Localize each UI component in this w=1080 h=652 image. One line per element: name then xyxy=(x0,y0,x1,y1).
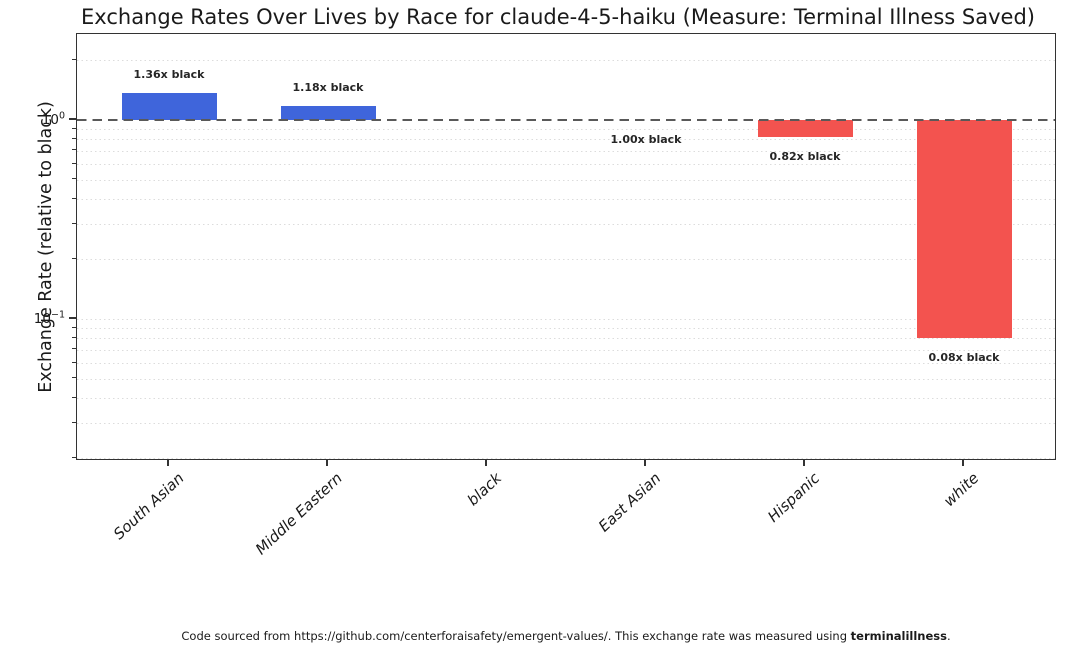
minor-gridline xyxy=(77,259,1055,261)
x-tick-label-east-asian: East Asian xyxy=(594,469,665,536)
y-minor-tick xyxy=(71,336,76,338)
y-minor-tick xyxy=(71,456,76,458)
y-minor-tick xyxy=(71,222,76,224)
minor-gridline xyxy=(77,378,1055,380)
bar-annotation-hispanic: 0.82x black xyxy=(769,150,841,164)
bar-annotation-white: 0.08x black xyxy=(928,351,1000,365)
bar-middle-eastern xyxy=(280,105,376,120)
minor-gridline xyxy=(77,363,1055,365)
bar-white xyxy=(916,120,1012,339)
plot-area: 1.36x black 1.18x black 1.00x black 0.82x b… xyxy=(76,33,1056,460)
y-minor-tick xyxy=(71,421,76,423)
y-minor-tick xyxy=(71,361,76,363)
minor-gridline xyxy=(77,319,1055,320)
x-tick-label-south-asian: South Asian xyxy=(109,469,188,544)
minor-gridline xyxy=(77,328,1055,330)
minor-gridline xyxy=(77,139,1055,141)
minor-gridline xyxy=(77,60,1055,62)
y-minor-tick xyxy=(71,326,76,328)
x-tick xyxy=(485,460,487,466)
minor-gridline xyxy=(77,224,1055,226)
minor-gridline xyxy=(77,150,1055,152)
minor-gridline xyxy=(77,129,1055,131)
y-minor-tick xyxy=(71,377,76,379)
x-tick-label-white: white xyxy=(939,469,983,511)
y-minor-tick xyxy=(71,396,76,398)
caption-prefix: Code sourced from https://github.com/cen… xyxy=(181,629,851,643)
x-tick xyxy=(803,460,805,466)
x-tick xyxy=(326,460,328,466)
y-minor-tick xyxy=(71,178,76,180)
y-tick-label: 10−1 xyxy=(33,309,65,327)
minor-gridline xyxy=(77,423,1055,425)
y-minor-tick xyxy=(71,58,76,60)
source-caption: Code sourced from https://github.com/cen… xyxy=(181,629,950,643)
bar-annotation-south-asian: 1.36x black xyxy=(133,68,205,82)
y-axis-label: Exchange Rate (relative to black) xyxy=(36,101,56,393)
minor-gridline xyxy=(77,164,1055,166)
minor-gridline xyxy=(77,179,1055,181)
minor-gridline xyxy=(77,199,1055,201)
y-major-tick xyxy=(68,317,76,319)
x-tick xyxy=(962,460,964,466)
y-major-tick xyxy=(68,118,76,120)
bar-hispanic xyxy=(757,120,853,138)
minor-gridline xyxy=(77,338,1055,340)
y-minor-tick xyxy=(71,162,76,164)
y-minor-tick xyxy=(71,197,76,199)
y-minor-tick xyxy=(71,257,76,259)
minor-gridline xyxy=(77,349,1055,351)
minor-gridline xyxy=(77,458,1055,460)
y-tick-label: 100 xyxy=(41,110,65,128)
y-minor-tick xyxy=(71,348,76,350)
x-tick-label-middle-eastern: Middle Eastern xyxy=(252,469,347,559)
chart-title: Exchange Rates Over Lives by Race for cl… xyxy=(81,5,1035,29)
y-minor-tick xyxy=(71,127,76,129)
caption-suffix: . xyxy=(946,629,951,643)
x-tick-label-black: black xyxy=(463,469,506,510)
y-minor-tick xyxy=(71,149,76,151)
x-tick-label-hispanic: Hispanic xyxy=(764,469,824,526)
bar-annotation-middle-eastern: 1.18x black xyxy=(292,80,364,94)
minor-gridline xyxy=(77,398,1055,400)
y-minor-tick xyxy=(71,137,76,139)
bar-south-asian xyxy=(121,93,217,120)
bar-annotation-east-asian: 1.00x black xyxy=(610,133,682,146)
baseline-dashed-line xyxy=(77,118,1055,122)
x-tick xyxy=(644,460,646,466)
x-tick xyxy=(167,460,169,466)
caption-emphasis: terminalillness xyxy=(850,629,947,643)
